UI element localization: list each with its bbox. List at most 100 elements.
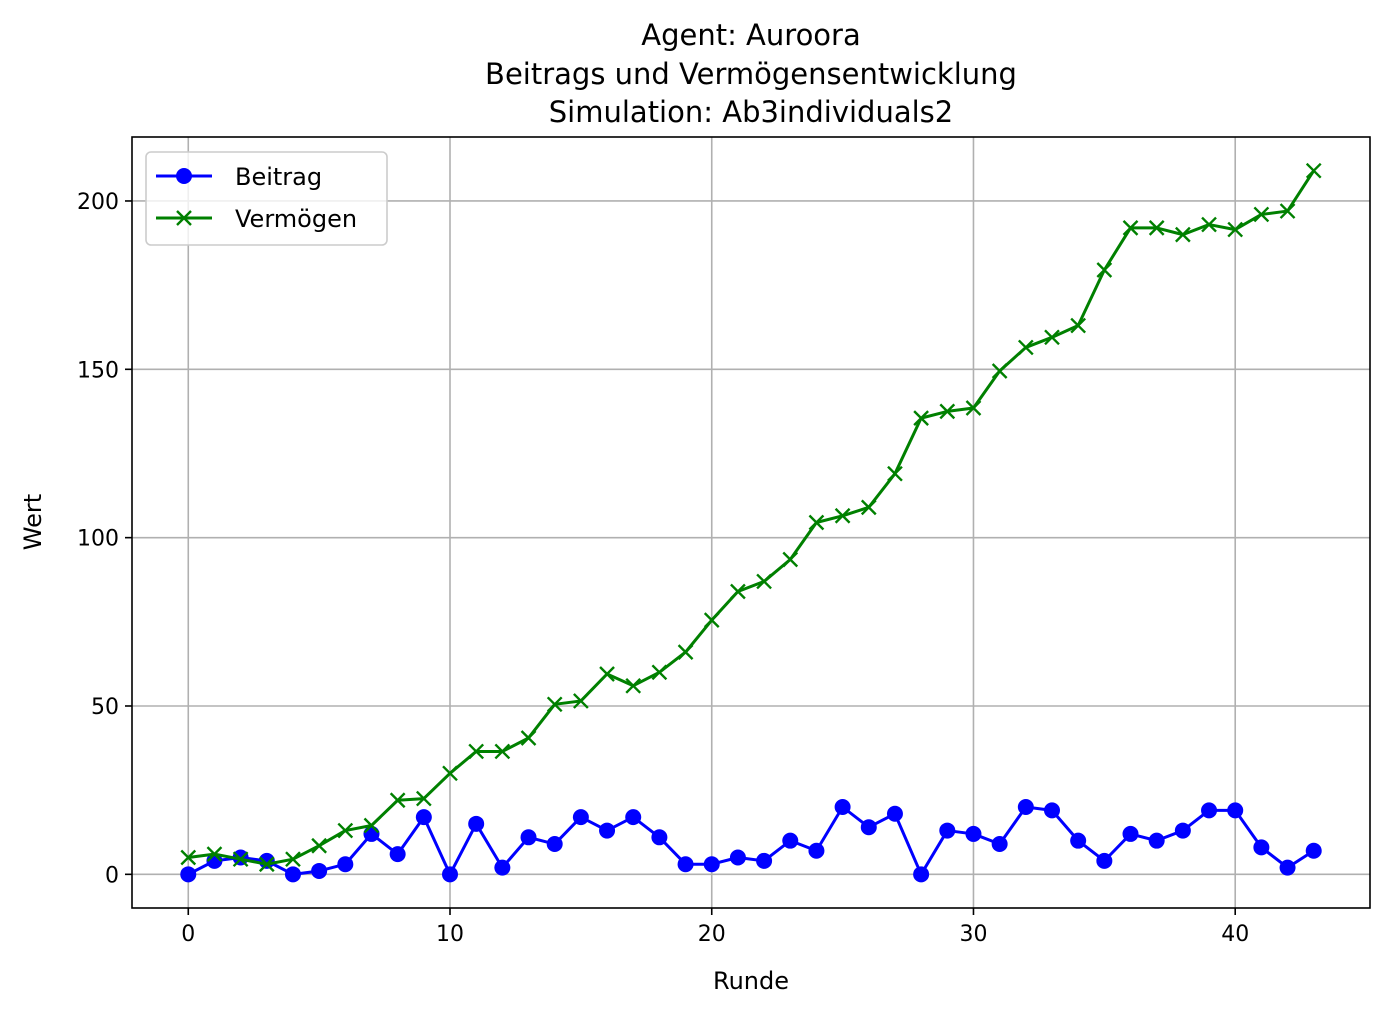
data-point [1201,216,1217,233]
data-point [1122,825,1139,842]
y-tick-label: 200 [77,190,119,215]
data-point [1070,832,1087,849]
data-point [1096,852,1113,869]
data-point [520,730,537,746]
x-tick-label: 20 [698,922,726,947]
data-point [860,499,877,516]
data-point [546,836,563,853]
data-point [258,852,275,869]
legend-entry-vermoegen: Vermögen [156,205,357,233]
data-point [389,846,406,863]
data-point [468,815,485,832]
y-axis-label: Wert [19,494,47,550]
data-point [1148,220,1165,236]
data-point [1017,798,1034,815]
data-point [1227,221,1244,238]
data-point [1201,802,1218,819]
chart-title-line-1: Agent: Auroora [641,18,861,52]
data-point [1279,203,1296,219]
data-point [180,866,197,883]
data-point [599,822,616,839]
data-point [363,817,380,834]
plot-area-frame [131,136,1371,909]
y-tick-label: 50 [91,695,119,720]
chart-title-line-3: Simulation: Ab3individuals2 [549,95,953,129]
data-point [573,693,589,709]
data-point [834,507,851,524]
legend-entry-beitrag: Beitrag [156,163,322,191]
legend: Beitrag Vermögen [145,151,388,246]
data-point [625,677,642,694]
data-point [651,664,668,681]
data-point [363,825,380,842]
data-point [756,852,773,869]
data-point [311,862,328,879]
data-point [808,842,825,859]
chart-title: Agent: Auroora Beitrags und Vermögensent… [485,18,1017,129]
data-point [834,798,851,815]
data-point [703,856,720,873]
data-point [389,792,406,809]
data-point [520,829,537,846]
data-point [1096,262,1113,278]
legend-swatch-marker-beitrag [176,168,192,184]
data-point [1043,802,1060,819]
data-point [1227,802,1244,819]
data-point [1148,832,1165,849]
y-tick-label: 0 [105,863,119,888]
data-point [572,809,589,826]
data-point [913,866,930,883]
data-point [442,866,459,883]
data-point [284,866,301,883]
data-point [730,583,746,600]
series-layer [180,162,1322,883]
series-vermoegen [180,162,1322,873]
data-point [494,859,511,876]
y-tick-label: 150 [77,358,119,383]
x-tick-label: 0 [181,922,195,947]
chart-title-line-2: Beitrags und Vermögensentwicklung [485,57,1017,91]
data-point [651,829,668,846]
data-point [782,551,799,568]
data-point [939,822,956,839]
grid [132,137,1370,908]
data-point [703,612,720,628]
x-axis-label: Runde [713,967,789,995]
data-point [991,836,1008,853]
axis-ticks: 0 10 20 30 40 0 50 100 150 200 [77,190,1249,947]
legend-swatch-marker-vermoegen [176,210,192,226]
data-point [1122,220,1139,236]
data-point [311,837,327,854]
y-tick-label: 100 [77,527,119,552]
data-point [756,573,772,590]
x-tick-label: 10 [436,922,464,947]
data-point [337,856,354,873]
legend-label-vermoegen: Vermögen [235,205,357,233]
data-point [808,514,825,531]
data-point [677,856,694,873]
data-point [599,666,615,682]
data-point [1175,226,1191,243]
data-point [415,790,432,807]
data-point [965,825,982,842]
data-point [913,410,929,426]
data-point [232,851,249,868]
data-point [285,851,301,868]
data-point [206,846,223,862]
series-line [187,805,1315,876]
data-point [1174,822,1191,839]
x-tick-label: 30 [959,922,987,947]
data-point [729,849,746,866]
data-point [677,644,694,660]
data-point [939,403,956,420]
data-point [991,363,1008,379]
data-point [1253,206,1270,223]
x-tick-label: 40 [1221,922,1249,947]
legend-label-beitrag: Beitrag [235,163,322,191]
data-point [625,809,642,826]
data-point [180,849,197,866]
data-point [1305,162,1322,179]
data-point [1017,339,1034,356]
data-point [442,765,458,782]
